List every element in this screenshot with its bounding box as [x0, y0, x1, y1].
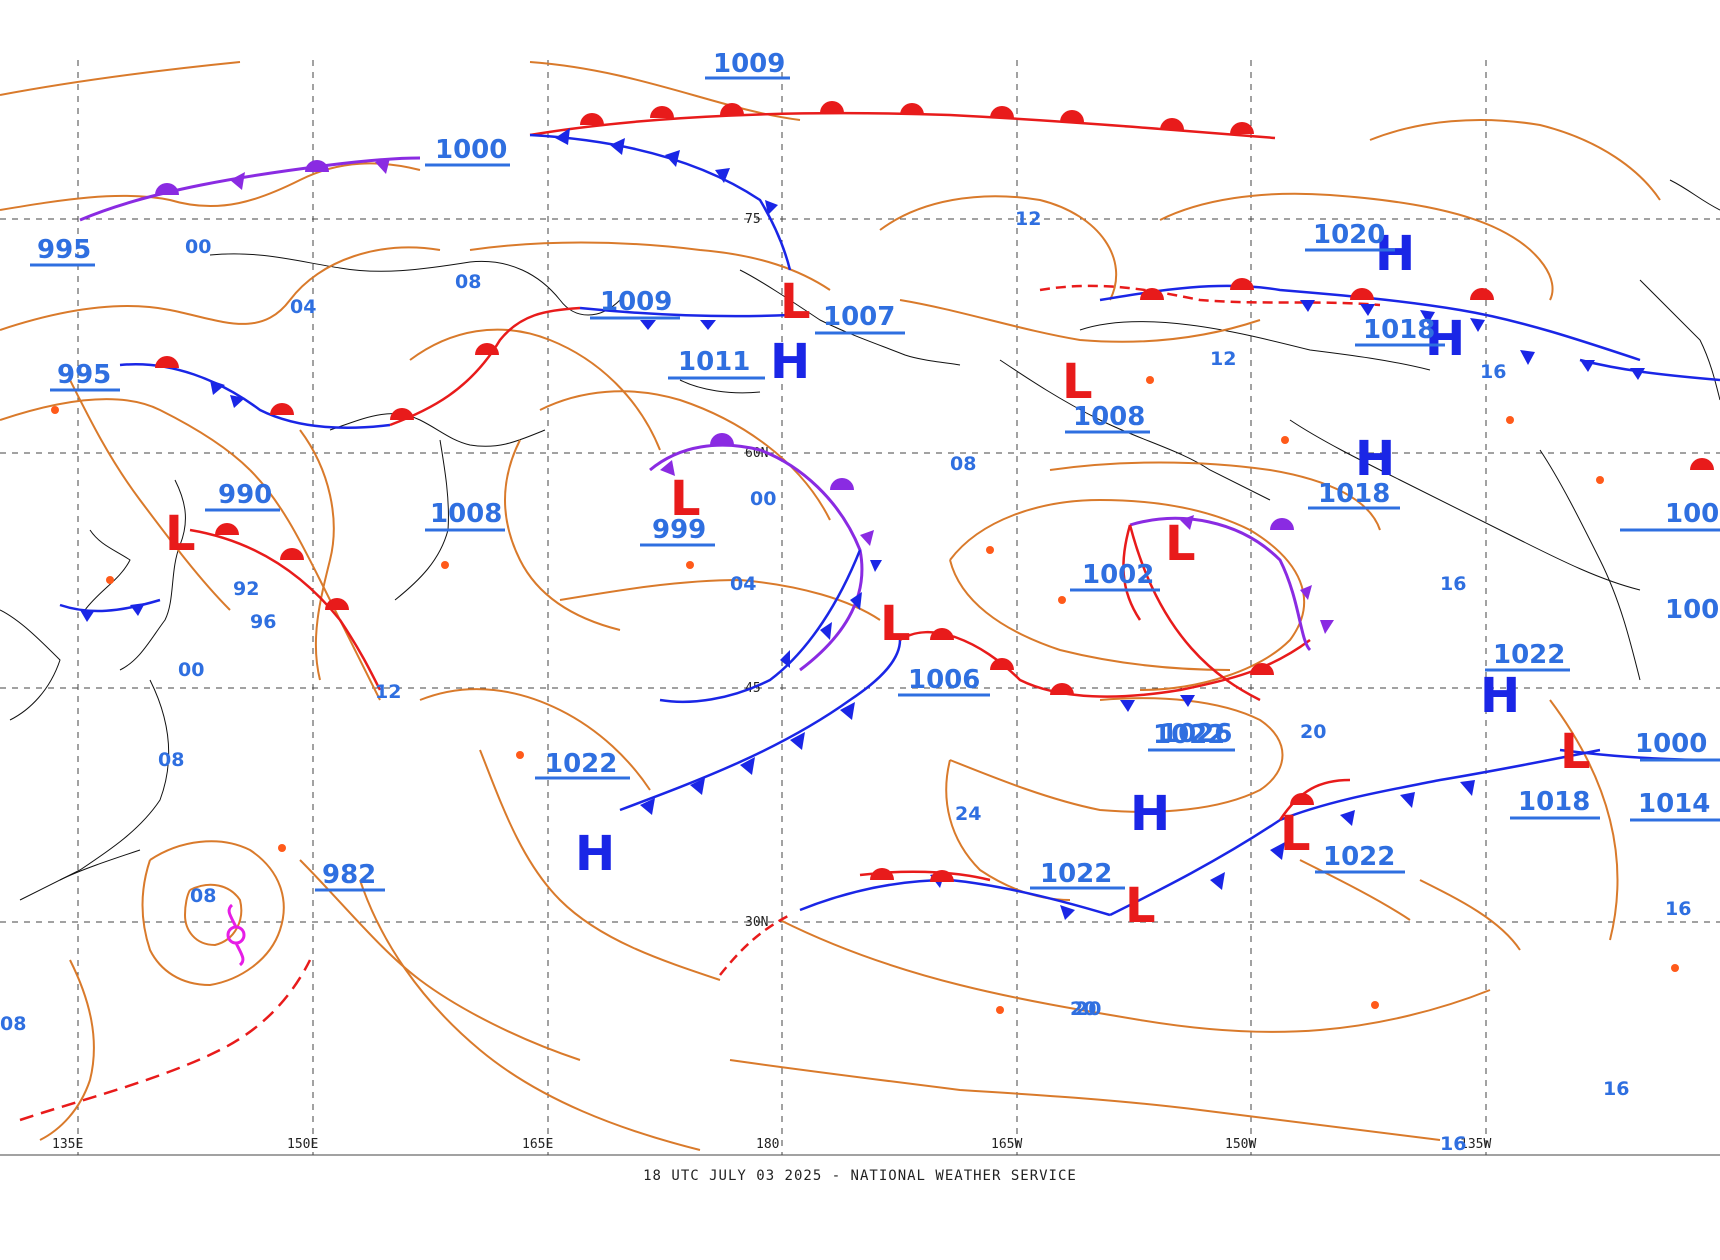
pressure-label: 1008 — [430, 499, 502, 529]
low-pressure-label: 1022 — [1323, 842, 1395, 872]
pressure-label: 1000 — [1635, 729, 1707, 759]
low-center-marker: L — [1125, 878, 1156, 934]
lon-label: 165E — [522, 1137, 553, 1152]
isobar-value: 04 — [290, 296, 316, 318]
isobar-value: 08 — [158, 749, 184, 771]
low-pressure-label: 990 — [218, 480, 272, 510]
high-center-marker: H — [1130, 786, 1170, 842]
pressure-label: 982 — [322, 860, 376, 890]
pressure-label: 1000 — [435, 135, 507, 165]
front-symbols — [80, 101, 1714, 920]
isobar-value: 12 — [1210, 348, 1236, 370]
lat-label: 30N — [745, 915, 768, 930]
pressure-label: 1014 — [1638, 789, 1710, 819]
low-center-marker: L — [1165, 516, 1196, 572]
isobar-value: 04 — [730, 573, 756, 595]
isobar-value: 20 — [1300, 721, 1326, 743]
lat-label: 75 — [745, 212, 761, 227]
high-pressure-label: 1018 — [1363, 315, 1435, 345]
isobar-value: 16 — [1665, 898, 1691, 920]
lon-label: 165W — [991, 1137, 1022, 1152]
high-low-markers: H H H H H H H L L L L L L L L L — [165, 226, 1591, 934]
low-center-marker: L — [880, 596, 911, 652]
low-pressure-label: 1022 — [1153, 720, 1225, 750]
isobar-value: 00 — [178, 659, 204, 681]
high-center-marker: H — [1480, 668, 1520, 724]
pressure-label: 1009 — [713, 49, 785, 79]
lon-label: 180 — [756, 1137, 779, 1152]
high-center-marker: H — [1425, 311, 1465, 367]
low-pressure-label: 1002 — [1082, 560, 1154, 590]
isobar-value: 08 — [0, 1013, 26, 1035]
low-center-marker: L — [1062, 354, 1093, 410]
lon-label: 150W — [1225, 1137, 1256, 1152]
low-center-marker: L — [780, 274, 811, 330]
low-pressure-label: 1007 — [823, 302, 895, 332]
high-center-marker: H — [1355, 431, 1395, 487]
pressure-label: 1009 — [600, 287, 672, 317]
tropical-storm-icon — [226, 903, 246, 967]
isobar-value: 00 — [185, 236, 211, 258]
lon-label: 135W — [1460, 1137, 1491, 1152]
low-pressure-label: 1008 — [1073, 402, 1145, 432]
map-footer: 18 UTC JULY 03 2025 - NATIONAL WEATHER S… — [643, 1168, 1077, 1184]
high-pressure-label: 1018 — [1318, 479, 1390, 509]
high-pressure-label: 1022 — [1493, 640, 1565, 670]
high-center-marker: H — [770, 334, 810, 390]
low-center-marker: L — [670, 471, 701, 527]
low-center-marker: L — [1280, 806, 1311, 862]
isobar-value: 12 — [375, 681, 401, 703]
pressure-label: 100 — [1665, 595, 1719, 625]
isobar-value: 00 — [750, 488, 776, 510]
lon-label: 150E — [287, 1137, 318, 1152]
high-center-marker: H — [1375, 226, 1415, 282]
longitude-labels: 135E 150E 165E 180 165W 150W 135W — [52, 1137, 1491, 1152]
isobar-value: 96 — [250, 611, 276, 633]
isobar-value: 16 — [1440, 1133, 1466, 1155]
label-underlines — [30, 76, 1720, 892]
isobar-value: 20 — [1070, 998, 1096, 1020]
isobar-value: 16 — [1440, 573, 1466, 595]
isobar-value: 20 — [1075, 998, 1101, 1020]
low-center-marker: L — [1560, 724, 1591, 780]
high-pressure-label: 1022 — [545, 749, 617, 779]
isobar-value: 92 — [233, 578, 259, 600]
isobar-value: 08 — [190, 885, 216, 907]
pressure-label: 995 — [57, 360, 111, 390]
low-pressure-label: 999 — [652, 515, 706, 545]
isobar-value: 16 — [1480, 361, 1506, 383]
pressure-label: 1026 — [1160, 719, 1232, 749]
isobar-value: 24 — [955, 803, 981, 825]
lon-label: 135E — [52, 1137, 83, 1152]
isobar-value: 08 — [950, 453, 976, 475]
station-plots — [51, 376, 1679, 1014]
low-pressure-label: 1006 — [908, 665, 980, 695]
high-center-marker: H — [575, 826, 615, 882]
coastlines — [0, 179, 1720, 901]
isobar-value: 16 — [1603, 1078, 1629, 1100]
isobar-value: 12 — [1015, 208, 1041, 230]
pressure-label: 100 — [1665, 499, 1719, 529]
low-pressure-label: 1018 — [1518, 787, 1590, 817]
low-center-marker: L — [165, 506, 196, 562]
pressure-center-labels: 1022 1022 1011 1020 1018 1018 1022 990 9… — [37, 49, 1719, 890]
high-pressure-label: 1020 — [1313, 220, 1385, 250]
latitude-labels: 75 60N 45 30N — [745, 212, 768, 930]
high-pressure-label: 1022 — [1040, 859, 1112, 889]
isobar-value: 08 — [455, 271, 481, 293]
isobar-value-labels: 00 04 08 12 16 20 24 92 96 00 08 12 16 2… — [0, 208, 1691, 1155]
pressure-label: 995 — [37, 235, 91, 265]
high-pressure-label: 1011 — [678, 347, 750, 377]
